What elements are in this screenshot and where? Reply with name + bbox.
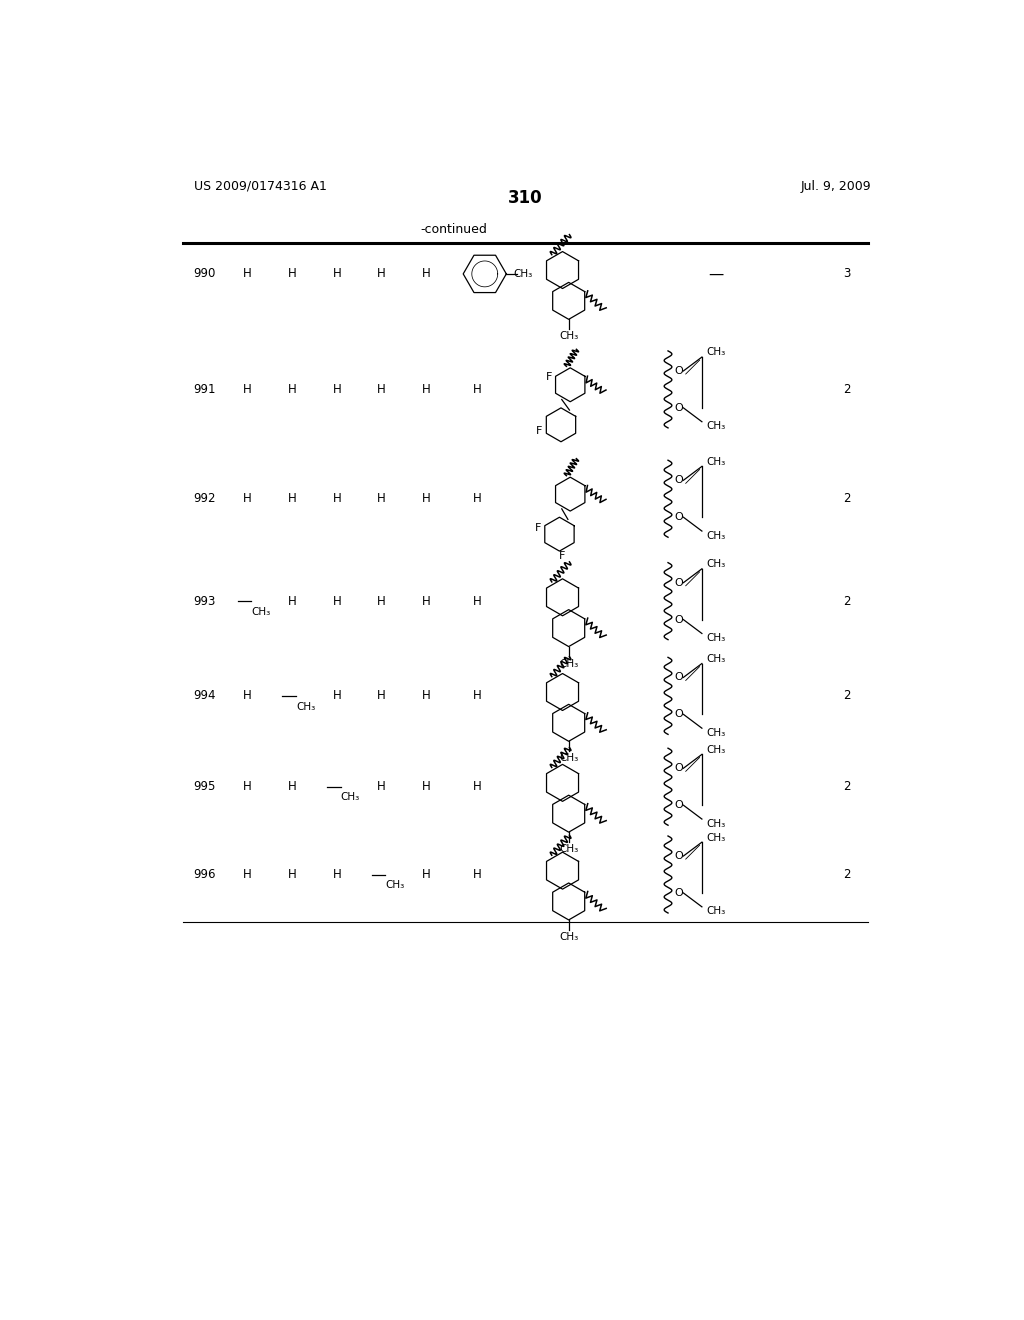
- Text: CH₃: CH₃: [707, 531, 726, 541]
- Text: H: H: [473, 383, 481, 396]
- Text: 2: 2: [843, 869, 850, 880]
- Text: 992: 992: [194, 492, 216, 506]
- Text: H: H: [473, 780, 481, 793]
- Text: H: H: [333, 869, 341, 880]
- Text: 2: 2: [843, 492, 850, 506]
- Text: CH₃: CH₃: [707, 421, 726, 432]
- Text: H: H: [244, 492, 252, 506]
- Text: F: F: [546, 372, 552, 381]
- Text: CH₃: CH₃: [341, 792, 360, 803]
- Text: 993: 993: [194, 594, 216, 607]
- Text: CH₃: CH₃: [707, 347, 726, 358]
- Text: CH₃: CH₃: [559, 331, 579, 342]
- Text: O: O: [675, 800, 683, 810]
- Text: CH₃: CH₃: [514, 269, 532, 279]
- Text: 996: 996: [194, 869, 216, 880]
- Text: O: O: [675, 578, 683, 587]
- Text: H: H: [244, 689, 252, 702]
- Text: H: H: [377, 594, 386, 607]
- Text: H: H: [377, 780, 386, 793]
- Text: 2: 2: [843, 689, 850, 702]
- Text: O: O: [675, 512, 683, 523]
- Text: 3: 3: [843, 268, 850, 280]
- Text: Jul. 9, 2009: Jul. 9, 2009: [801, 180, 871, 193]
- Text: O: O: [675, 888, 683, 898]
- Text: H: H: [244, 780, 252, 793]
- Text: CH₃: CH₃: [707, 818, 726, 829]
- Text: H: H: [333, 492, 341, 506]
- Text: H: H: [377, 492, 386, 506]
- Text: 994: 994: [194, 689, 216, 702]
- Text: CH₃: CH₃: [707, 560, 726, 569]
- Text: H: H: [333, 689, 341, 702]
- Text: 2: 2: [843, 594, 850, 607]
- Text: -continued: -continued: [421, 223, 487, 236]
- Text: H: H: [333, 594, 341, 607]
- Text: H: H: [422, 594, 431, 607]
- Text: H: H: [422, 383, 431, 396]
- Text: O: O: [675, 851, 683, 861]
- Text: US 2009/0174316 A1: US 2009/0174316 A1: [194, 180, 327, 193]
- Text: H: H: [473, 869, 481, 880]
- Text: F: F: [537, 426, 543, 436]
- Text: O: O: [675, 366, 683, 376]
- Text: H: H: [473, 594, 481, 607]
- Text: H: H: [422, 689, 431, 702]
- Text: O: O: [675, 672, 683, 682]
- Text: H: H: [244, 383, 252, 396]
- Text: 310: 310: [508, 190, 542, 207]
- Text: H: H: [333, 268, 341, 280]
- Text: O: O: [675, 763, 683, 774]
- Text: 2: 2: [843, 383, 850, 396]
- Text: CH₃: CH₃: [296, 702, 315, 711]
- Text: H: H: [377, 268, 386, 280]
- Text: 990: 990: [194, 268, 216, 280]
- Text: H: H: [244, 869, 252, 880]
- Text: CH₃: CH₃: [559, 659, 579, 668]
- Text: H: H: [244, 268, 252, 280]
- Text: H: H: [288, 383, 297, 396]
- Text: H: H: [377, 689, 386, 702]
- Text: H: H: [422, 492, 431, 506]
- Text: H: H: [288, 268, 297, 280]
- Text: H: H: [288, 492, 297, 506]
- Text: CH₃: CH₃: [707, 457, 726, 467]
- Text: H: H: [288, 594, 297, 607]
- Text: F: F: [535, 523, 541, 533]
- Text: CH₃: CH₃: [707, 653, 726, 664]
- Text: O: O: [675, 475, 683, 486]
- Text: 991: 991: [194, 383, 216, 396]
- Text: H: H: [333, 383, 341, 396]
- Text: H: H: [422, 780, 431, 793]
- Text: O: O: [675, 403, 683, 413]
- Text: CH₃: CH₃: [559, 754, 579, 763]
- Text: H: H: [288, 869, 297, 880]
- Text: CH₃: CH₃: [707, 634, 726, 643]
- Text: CH₃: CH₃: [252, 607, 270, 616]
- Text: 2: 2: [843, 780, 850, 793]
- Text: H: H: [422, 268, 431, 280]
- Text: 995: 995: [194, 780, 216, 793]
- Text: O: O: [675, 615, 683, 624]
- Text: H: H: [422, 869, 431, 880]
- Text: H: H: [288, 780, 297, 793]
- Text: H: H: [377, 383, 386, 396]
- Text: H: H: [473, 492, 481, 506]
- Text: CH₃: CH₃: [707, 727, 726, 738]
- Text: —: —: [709, 267, 723, 281]
- Text: CH₃: CH₃: [707, 833, 726, 842]
- Text: O: O: [675, 709, 683, 719]
- Text: CH₃: CH₃: [559, 932, 579, 942]
- Text: CH₃: CH₃: [385, 880, 404, 890]
- Text: F: F: [559, 552, 565, 561]
- Text: CH₃: CH₃: [707, 744, 726, 755]
- Text: H: H: [473, 689, 481, 702]
- Text: CH₃: CH₃: [559, 843, 579, 854]
- Text: CH₃: CH₃: [707, 907, 726, 916]
